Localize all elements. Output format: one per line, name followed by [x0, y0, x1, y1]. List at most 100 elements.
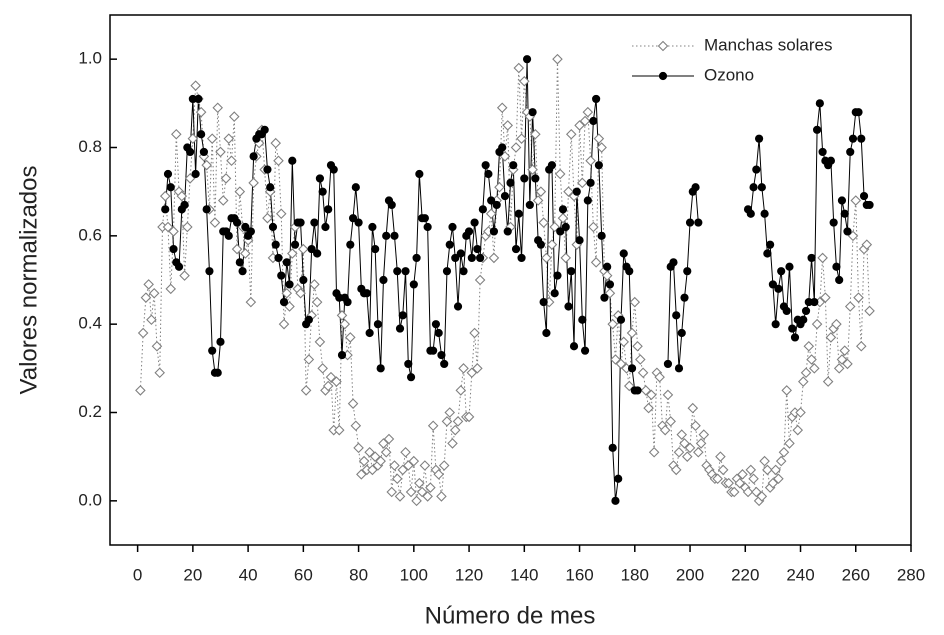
data-point — [187, 133, 199, 144]
data-point — [140, 292, 152, 303]
data-point — [151, 340, 163, 352]
data-point — [799, 315, 808, 324]
data-point — [148, 287, 160, 299]
data-point — [394, 491, 406, 502]
data-point — [601, 270, 613, 281]
data-point — [238, 267, 247, 276]
data-point — [315, 174, 325, 183]
data-point — [311, 296, 323, 308]
data-point — [734, 477, 746, 489]
data-point — [208, 346, 217, 355]
data-point — [290, 240, 300, 249]
data-point — [850, 195, 862, 206]
data-point — [616, 315, 626, 324]
data-point — [442, 267, 452, 276]
data-point — [209, 217, 221, 228]
data-point — [840, 209, 849, 218]
data-point — [390, 231, 399, 240]
data-point — [683, 267, 692, 276]
data-point — [673, 446, 685, 458]
data-point — [803, 340, 815, 352]
data-point — [594, 161, 603, 170]
data-point — [226, 155, 237, 167]
data-point — [615, 358, 627, 370]
data-point — [411, 495, 422, 507]
data-point — [406, 373, 416, 382]
data-point — [752, 165, 761, 174]
data-point — [510, 142, 522, 153]
data-point — [832, 262, 841, 271]
data-point — [654, 371, 665, 383]
data-point — [554, 168, 566, 180]
data-point — [472, 363, 483, 374]
data-point — [572, 187, 581, 196]
data-point — [766, 240, 775, 249]
data-point — [386, 486, 398, 498]
data-point — [676, 429, 688, 440]
data-point — [798, 376, 809, 387]
data-point — [397, 464, 409, 476]
x-tick-label: 80 — [349, 565, 368, 584]
data-point — [792, 424, 804, 436]
data-point — [282, 258, 291, 267]
data-point — [331, 376, 342, 387]
data-point — [585, 155, 596, 167]
data-point — [473, 244, 482, 254]
legend-marker — [658, 71, 668, 81]
data-point — [542, 328, 551, 338]
data-point — [163, 169, 173, 179]
data-point — [358, 455, 370, 467]
data-point — [347, 398, 359, 409]
data-point — [433, 469, 444, 480]
data-point — [861, 239, 873, 250]
data-point — [474, 274, 486, 286]
data-point — [781, 385, 792, 396]
data-point — [618, 336, 630, 348]
data-point — [375, 455, 386, 467]
data-point — [169, 244, 178, 254]
data-point — [295, 287, 306, 299]
data-point — [179, 270, 190, 281]
x-tick-label: 260 — [842, 565, 870, 584]
data-point — [663, 359, 673, 369]
data-point — [785, 262, 794, 271]
data-point — [168, 226, 179, 237]
x-tick-label: 240 — [786, 565, 814, 584]
data-point — [307, 244, 316, 254]
data-point — [438, 460, 450, 471]
data-point — [517, 253, 526, 263]
data-point — [825, 332, 837, 343]
data-point — [401, 267, 410, 276]
data-point — [464, 227, 474, 236]
data-point — [451, 253, 460, 263]
data-point — [541, 252, 552, 264]
data-point — [640, 385, 652, 396]
data-point — [215, 146, 226, 158]
data-point — [279, 297, 289, 307]
data-point — [409, 280, 418, 289]
data-point — [777, 267, 786, 276]
data-point — [263, 165, 272, 174]
data-point — [470, 218, 479, 227]
data-point — [826, 156, 836, 165]
data-point — [790, 333, 800, 342]
data-point — [684, 442, 696, 454]
data-point — [195, 106, 207, 118]
x-tick-label: 20 — [183, 565, 202, 584]
data-point — [648, 446, 660, 458]
data-point — [525, 200, 534, 210]
data-point — [458, 363, 469, 374]
data-point — [356, 469, 367, 480]
data-point — [745, 464, 757, 476]
data-point — [492, 200, 501, 210]
data-point — [553, 271, 562, 280]
data-point — [365, 328, 374, 338]
data-point — [270, 137, 282, 149]
data-point — [329, 165, 338, 174]
data-point — [217, 195, 229, 206]
data-point — [839, 345, 850, 356]
data-point — [577, 177, 588, 189]
data-point — [694, 218, 703, 227]
data-point — [748, 473, 759, 485]
data-point — [389, 460, 400, 471]
